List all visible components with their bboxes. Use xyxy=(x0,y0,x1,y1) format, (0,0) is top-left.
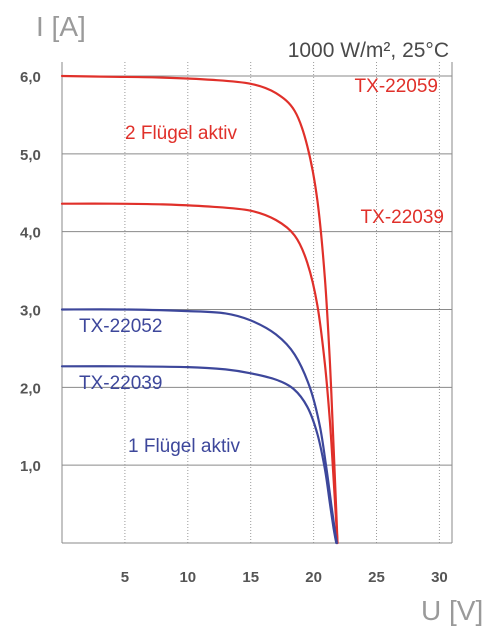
y-tick-label: 2,0 xyxy=(20,380,41,397)
x-axis-label: U [V] xyxy=(421,595,483,626)
x-tick-label: 10 xyxy=(179,569,196,586)
x-tick-label: 25 xyxy=(368,569,385,586)
annotation-2-fluegel-aktiv: 2 Flügel aktiv xyxy=(125,123,237,144)
series-label-tx-22052: TX-22052 xyxy=(79,316,162,337)
series-line-3 xyxy=(60,365,338,545)
series-line-2 xyxy=(60,308,338,545)
y-tick-label: 5,0 xyxy=(20,147,41,164)
annotation-1-fluegel-aktiv: 1 Flügel aktiv xyxy=(128,436,240,457)
x-tick-label: 5 xyxy=(121,569,129,586)
axes: 1,0 2,0 3,0 4,0 5,0 6,0 5 10 15 20 25 30 xyxy=(20,62,453,586)
series-label-tx-22059: TX-22059 xyxy=(355,76,438,97)
y-tick-label: 4,0 xyxy=(20,225,41,242)
series-line-1 xyxy=(60,202,339,545)
y-tick-label: 3,0 xyxy=(20,303,41,320)
chart-title: 1000 W/m², 25°C xyxy=(288,39,449,62)
labels: I [A] U [V] 1000 W/m², 25°C TX-22059 2 F… xyxy=(36,11,483,626)
x-tick-label: 15 xyxy=(242,569,259,586)
grid xyxy=(62,62,452,543)
x-tick-label: 20 xyxy=(305,569,322,586)
y-tick-label: 1,0 xyxy=(20,458,41,475)
y-tick-label: 6,0 xyxy=(20,69,41,86)
x-tick-label: 30 xyxy=(431,569,448,586)
series-label-tx-22039-blue: TX-22039 xyxy=(79,373,162,394)
series-line-0 xyxy=(60,74,339,545)
series-label-tx-22039-red: TX-22039 xyxy=(361,207,444,228)
y-axis-label: I [A] xyxy=(36,11,86,42)
series-lines xyxy=(60,74,339,545)
